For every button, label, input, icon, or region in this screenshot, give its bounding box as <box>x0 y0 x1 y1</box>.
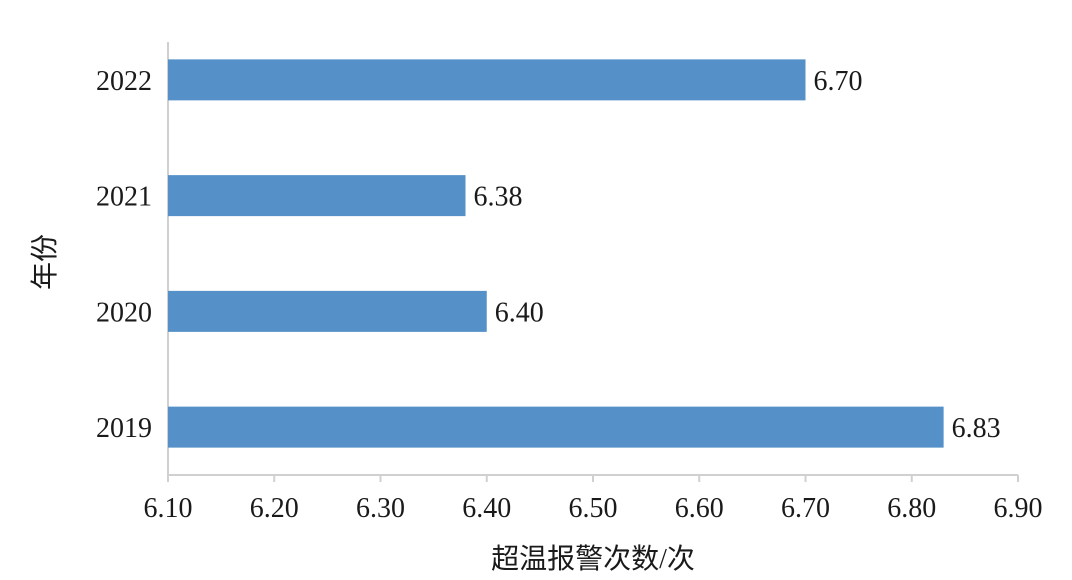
x-tick-label: 6.90 <box>994 493 1043 524</box>
category-label: 2022 <box>96 66 152 97</box>
x-tick-label: 6.20 <box>250 493 299 524</box>
value-labels: 6.70 6.38 6.40 6.83 <box>474 66 1001 444</box>
y-axis-title: 年份 <box>29 234 61 290</box>
x-tick-label: 6.30 <box>356 493 405 524</box>
bar <box>168 59 806 101</box>
bar <box>168 406 944 448</box>
x-tick-label: 6.60 <box>675 493 724 524</box>
bar <box>168 175 466 217</box>
value-label: 6.70 <box>814 66 863 97</box>
category-labels: 2022 2021 2020 2019 <box>96 66 152 444</box>
x-tick-label: 6.50 <box>569 493 618 524</box>
value-label: 6.38 <box>474 182 523 213</box>
x-axis-title: 超温报警次数/次 <box>491 543 695 575</box>
x-tick-label: 6.70 <box>781 493 830 524</box>
x-tick-label: 6.10 <box>144 493 193 524</box>
category-label: 2021 <box>96 182 152 213</box>
bar <box>168 290 487 332</box>
x-tick-label: 6.40 <box>462 493 511 524</box>
category-label: 2019 <box>96 413 152 444</box>
x-tick-label: 6.80 <box>887 493 936 524</box>
value-label: 6.40 <box>495 297 544 328</box>
x-ticks: 6.10 6.20 6.30 6.40 6.50 6.60 6.70 6.80 6.90 <box>144 475 1043 524</box>
value-label: 6.83 <box>952 413 1001 444</box>
category-label: 2020 <box>96 297 152 328</box>
bars <box>168 59 944 448</box>
